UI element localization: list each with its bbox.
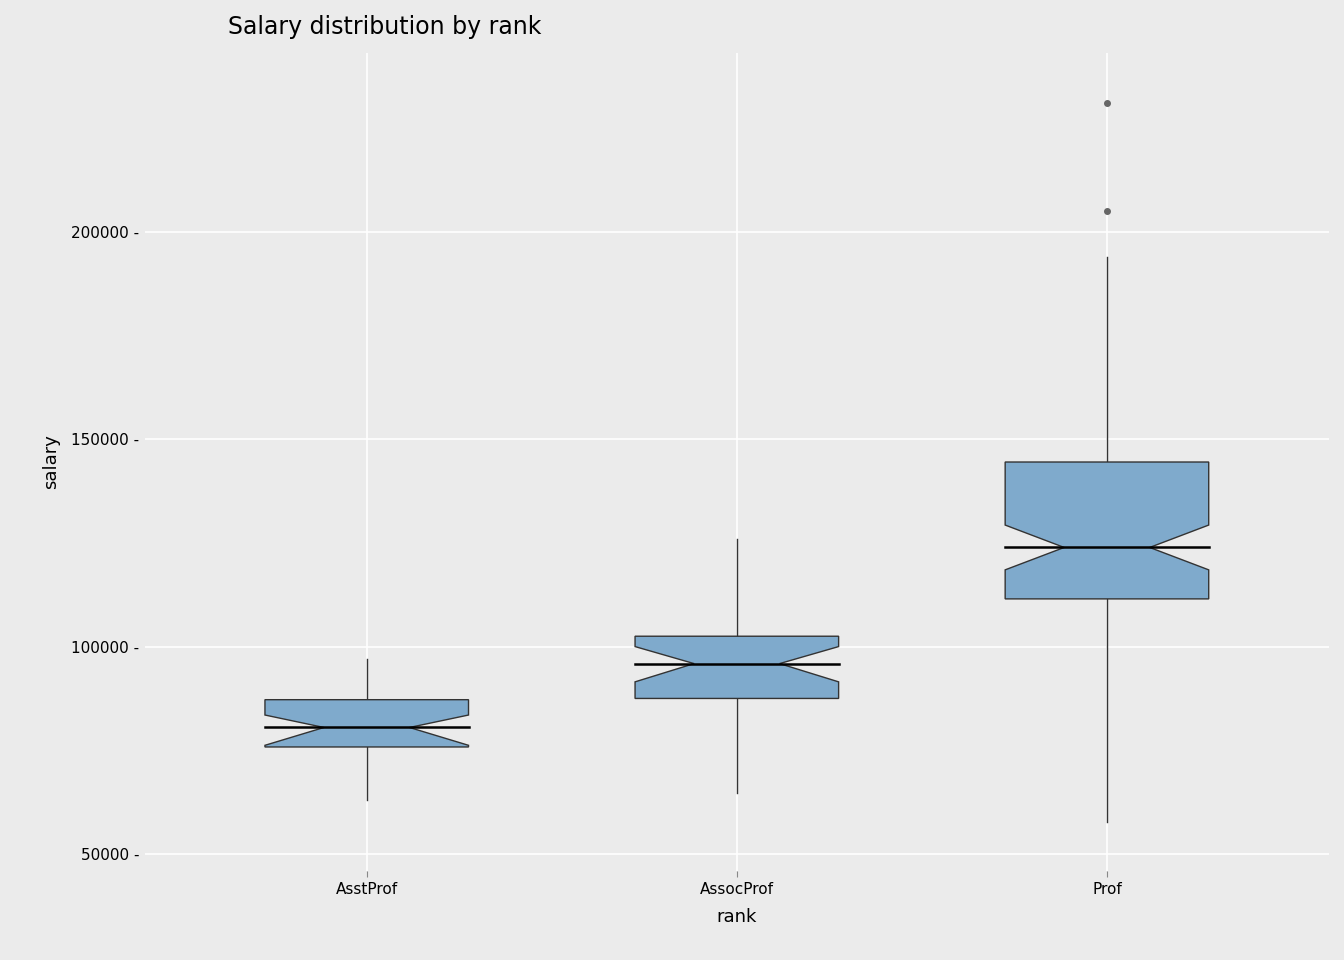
Polygon shape bbox=[1005, 462, 1208, 599]
X-axis label: rank: rank bbox=[716, 908, 757, 925]
Y-axis label: salary: salary bbox=[42, 435, 60, 490]
Polygon shape bbox=[265, 700, 469, 747]
Polygon shape bbox=[636, 636, 839, 699]
Text: Salary distribution by rank: Salary distribution by rank bbox=[227, 15, 540, 39]
